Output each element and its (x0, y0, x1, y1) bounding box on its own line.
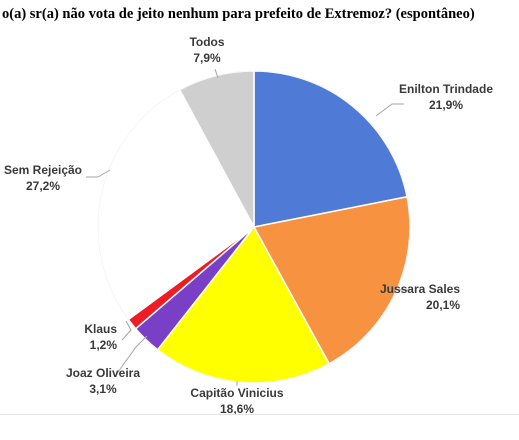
leader-line (214, 68, 219, 79)
slice-name-label: Capitão Vinicius (190, 386, 283, 400)
slice-value-label: 20,1% (426, 298, 460, 312)
divider (0, 414, 519, 415)
slice-name-label: Joaz Oliveira (66, 366, 140, 380)
slice-value-label: 7,9% (193, 51, 221, 65)
slice-name-label: Enilton Trindade (399, 82, 493, 96)
leader-line (387, 285, 408, 291)
slice-name-label: Jussara Sales (380, 282, 460, 296)
leader-line (86, 169, 111, 178)
slice-value-label: 3,1% (89, 382, 117, 396)
leader-line (117, 335, 148, 373)
leader-line (375, 103, 404, 117)
slice-name-label: Klaus (84, 322, 117, 336)
slice-name-label: Sem Rejeição (4, 163, 82, 177)
slice-value-label: 21,9% (429, 98, 463, 112)
slice-value-label: 1,2% (90, 338, 118, 352)
slice-value-label: 18,6% (220, 402, 254, 416)
chart-title: o(a) sr(a) não vota de jeito nenhum para… (2, 6, 475, 22)
leader-line (121, 320, 132, 341)
pie-outline (97, 70, 411, 384)
slice-value-label: 27,2% (26, 179, 60, 193)
slice-name-label: Todos (189, 35, 224, 49)
